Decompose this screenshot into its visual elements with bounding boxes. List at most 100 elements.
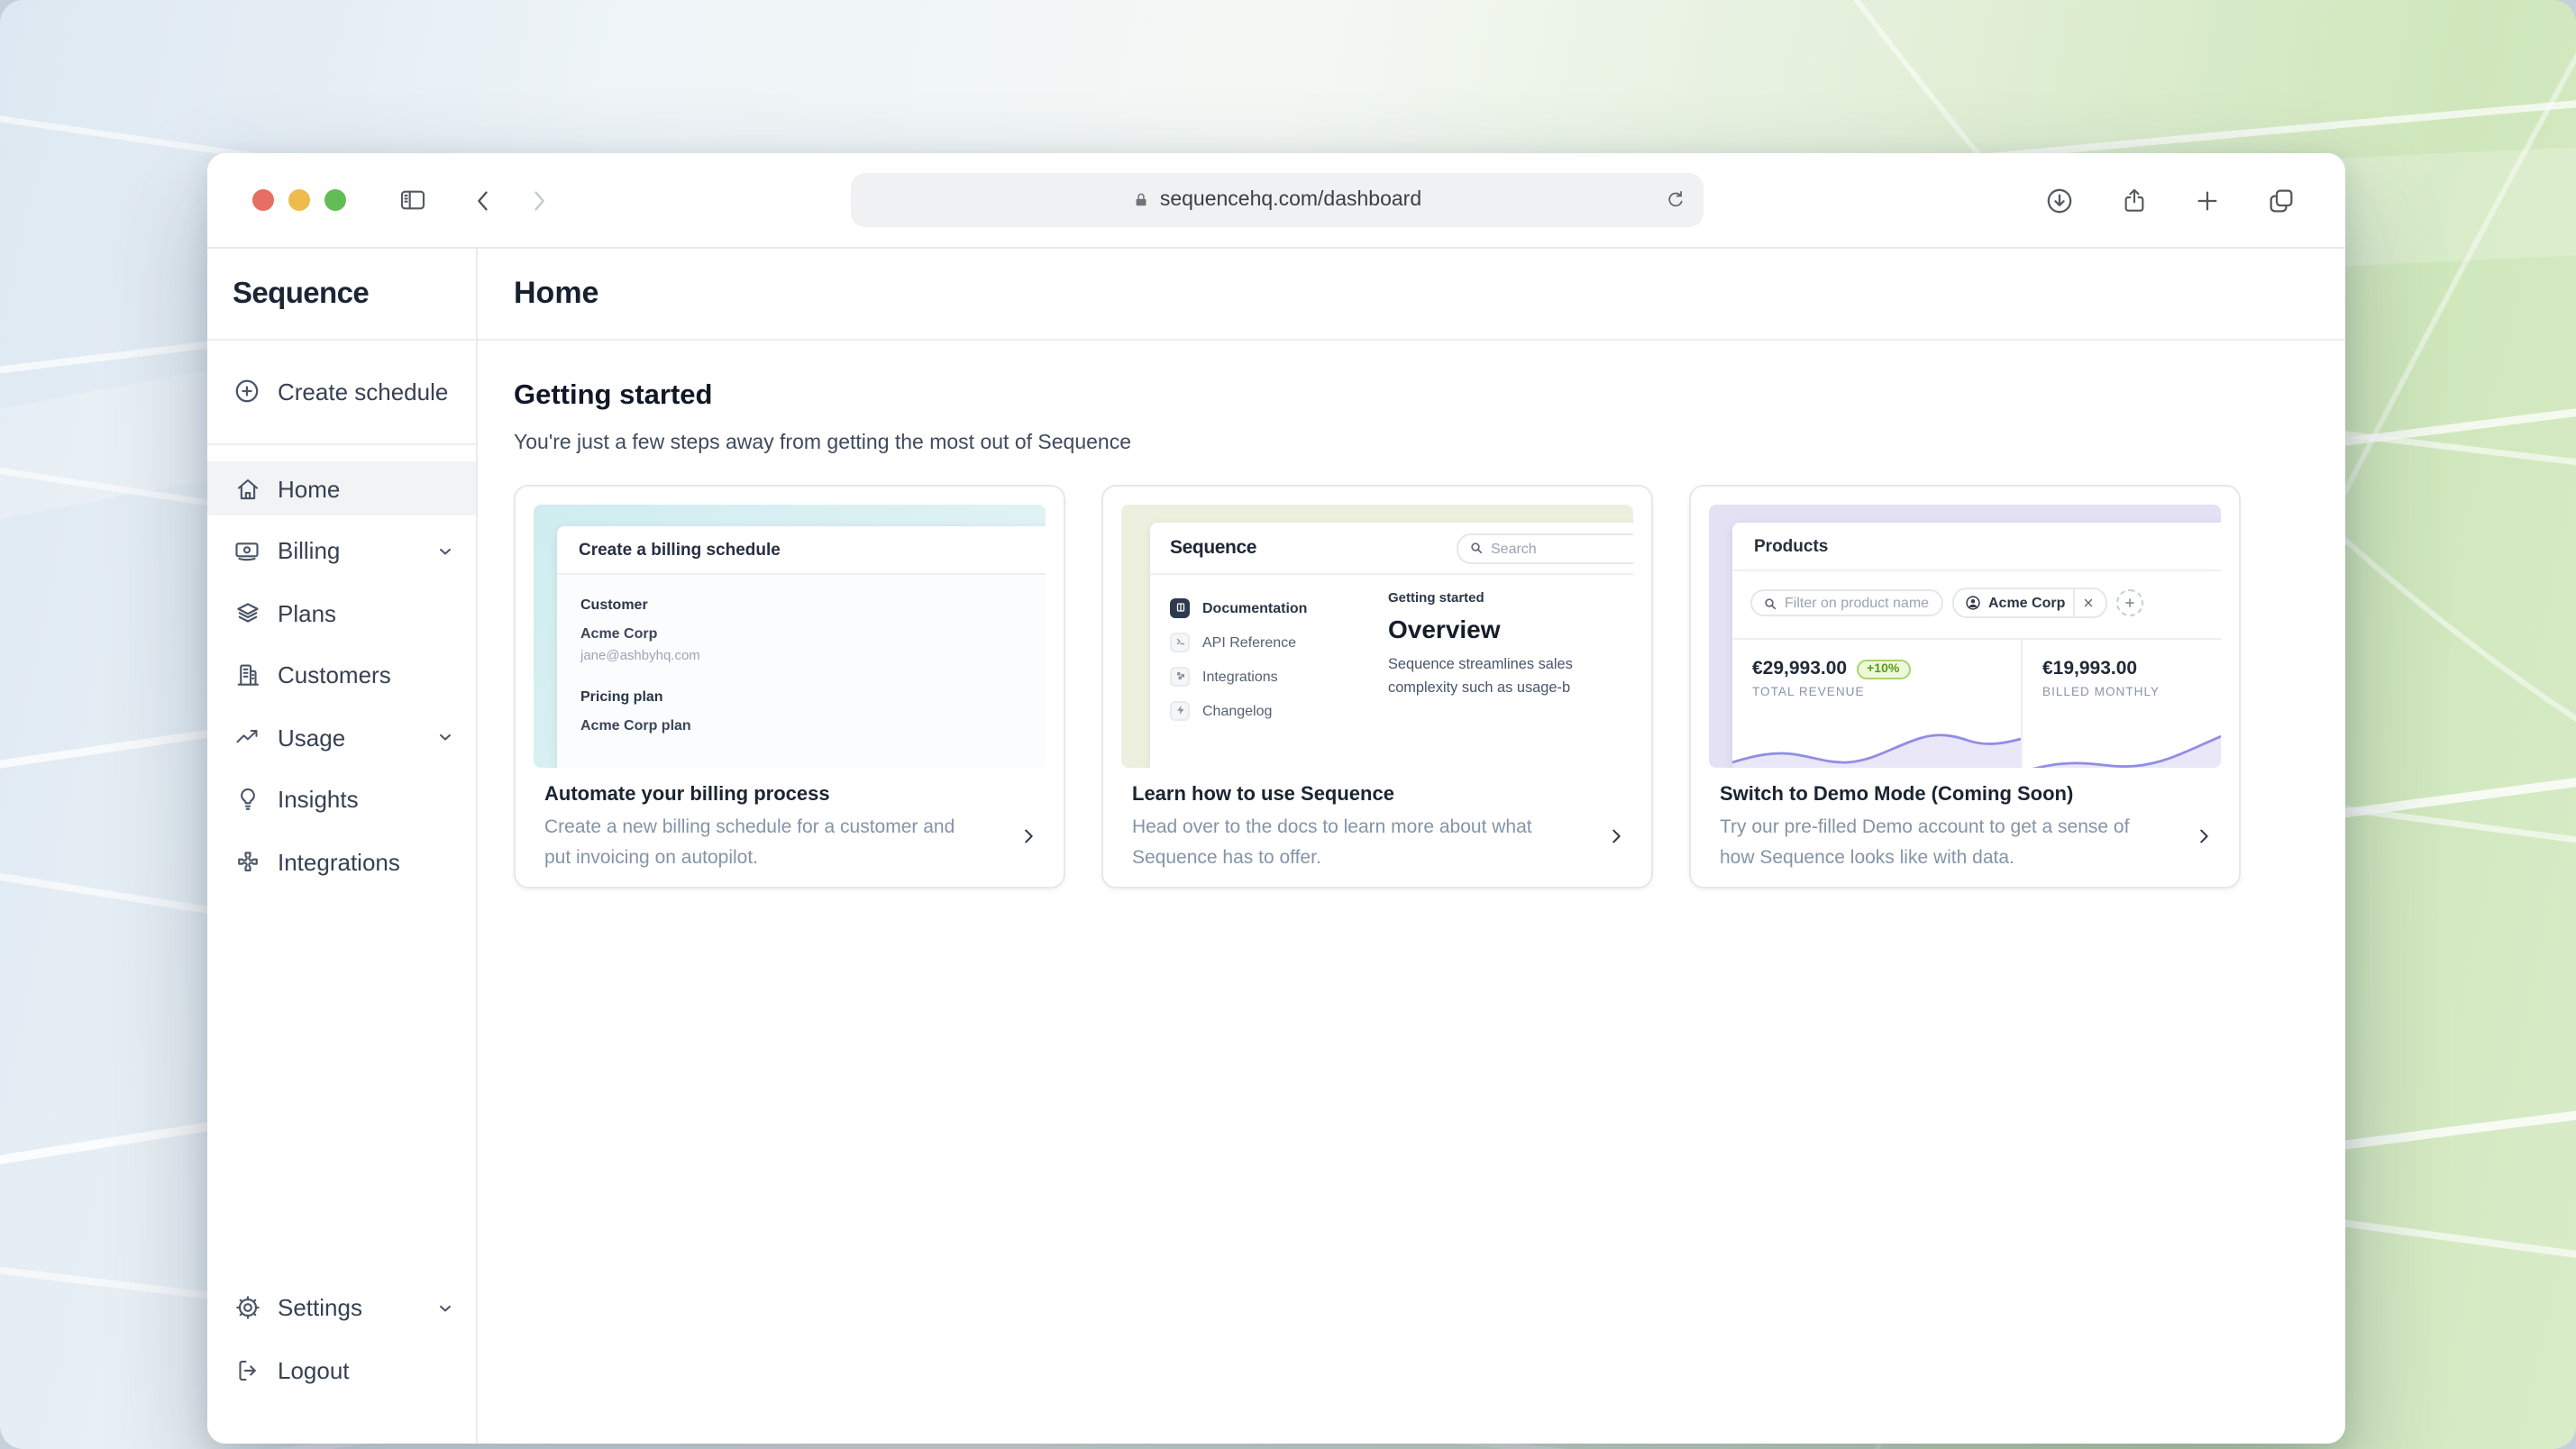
billing-schedule-preview: Create a billing schedule Customer Acme …: [534, 505, 1046, 768]
address-bar[interactable]: sequencehq.com/dashboard: [851, 173, 1704, 227]
sidebar-item-usage[interactable]: Usage: [207, 710, 476, 764]
chevron-down-icon: [436, 542, 454, 560]
sidebar-bottom-nav: Settings Logout: [207, 1280, 476, 1444]
getting-started-cards: Create a billing schedule Customer Acme …: [514, 485, 2313, 889]
sidebar-item-logout[interactable]: Logout: [207, 1343, 476, 1397]
product-filter-placeholder: Filter on product name: [1785, 595, 1930, 611]
sidebar-item-label: Settings: [278, 1294, 362, 1321]
chevron-right-icon: [2194, 824, 2214, 856]
sidebar-item-insights[interactable]: Insights: [207, 772, 476, 826]
plans-icon: [233, 599, 261, 626]
chevron-down-icon: [436, 728, 454, 746]
share-icon[interactable]: [2120, 185, 2149, 215]
blocks-icon: [1170, 666, 1190, 686]
search-icon: [1471, 542, 1483, 554]
stat-label: BILLED MONTHLY: [2042, 687, 2160, 699]
card-description: Try our pre-filled Demo account to get a…: [1720, 816, 2130, 869]
browser-window: sequencehq.com/dashboard: [207, 153, 2345, 1444]
docs-body-text: Sequence streamlines sales complexity su…: [1388, 656, 1573, 696]
product-filter-input: Filter on product name: [1750, 589, 1943, 616]
settings-icon: [233, 1294, 261, 1321]
forward-icon[interactable]: [526, 187, 552, 214]
minimize-window-button[interactable]: [288, 189, 310, 211]
sidebar-item-label: Home: [278, 475, 341, 502]
app-logo-row: Sequence: [207, 249, 476, 341]
browser-toolbar: sequencehq.com/dashboard: [207, 153, 2345, 249]
pricing-plan-label: Pricing plan: [580, 688, 663, 705]
plus-circle-icon: [233, 377, 261, 406]
app-sidebar: Sequence Create schedule: [207, 249, 478, 1444]
integrations-icon: [233, 848, 261, 875]
revenue-area-chart: [1732, 734, 2021, 768]
toolbar-right-actions: [2044, 153, 2297, 247]
billed-area-chart: [2032, 734, 2221, 768]
stat-label: TOTAL REVENUE: [1752, 687, 1865, 699]
pricing-plan-name: Acme Corp plan: [580, 717, 691, 734]
sidebar-item-label: Usage: [278, 724, 346, 751]
card-automate-billing[interactable]: Create a billing schedule Customer Acme …: [514, 485, 1065, 889]
docs-nav-changelog: Changelog: [1170, 696, 1307, 724]
card-description: Head over to the docs to learn more abou…: [1132, 816, 1532, 869]
close-window-button[interactable]: [252, 189, 274, 211]
zoom-window-button[interactable]: [324, 189, 346, 211]
terminal-icon: [1170, 632, 1190, 652]
chevron-right-icon: [1606, 824, 1626, 856]
docs-logo: Sequence: [1170, 537, 1257, 559]
docs-preview: Sequence Search: [1121, 505, 1633, 768]
chevron-right-icon: [1019, 824, 1038, 856]
app-logo: Sequence: [233, 277, 370, 309]
insights-icon: [233, 786, 261, 813]
refresh-icon[interactable]: [1664, 187, 1687, 213]
downloads-icon[interactable]: [2044, 185, 2075, 215]
tab-overview-icon[interactable]: [2266, 185, 2297, 215]
customer-label: Customer: [580, 597, 648, 613]
usage-icon: [233, 724, 261, 750]
lock-icon: [1137, 193, 1147, 206]
card-demo-mode[interactable]: Products Filter on product name: [1689, 485, 2241, 889]
url-text: sequencehq.com/dashboard: [1159, 189, 1422, 211]
sidebar-item-label: Logout: [278, 1356, 350, 1383]
sidebar-item-billing[interactable]: Billing: [207, 524, 476, 578]
chip-divider: [2072, 589, 2075, 616]
customer-filter-chip: Acme Corp: [1952, 588, 2107, 618]
sidebar-nav: Home Billing: [207, 445, 476, 889]
sidebar-item-integrations[interactable]: Integrations: [207, 834, 476, 889]
add-filter-button: [2115, 589, 2143, 616]
main-content: Home Getting started You're just a few s…: [478, 249, 2345, 1444]
docs-search-input: Search: [1457, 533, 1633, 563]
docs-search-placeholder: Search: [1491, 540, 1537, 556]
traffic-lights: [252, 189, 346, 211]
home-icon: [233, 475, 261, 502]
preview-panel-title: Products: [1732, 523, 2221, 571]
card-learn-sequence[interactable]: Sequence Search: [1101, 485, 1653, 889]
sidebar-item-label: Plans: [278, 599, 337, 626]
lightning-icon: [1170, 700, 1190, 720]
stat-total-revenue: €29,993.00 +10% TOTAL REVENUE: [1732, 640, 2021, 768]
sidebar-item-settings[interactable]: Settings: [207, 1280, 476, 1335]
search-icon: [1765, 597, 1777, 609]
customers-icon: [233, 661, 261, 688]
back-icon[interactable]: [470, 187, 496, 214]
section-title: Getting started: [514, 380, 713, 411]
chevron-down-icon: [436, 1299, 454, 1317]
page-title: Home: [478, 249, 2345, 341]
docs-nav-documentation: Documentation: [1170, 593, 1307, 622]
customer-name: Acme Corp: [580, 625, 658, 642]
card-title: Automate your billing process: [544, 784, 830, 806]
browser-sidebar-toggle-icon[interactable]: [397, 186, 429, 214]
create-schedule-button[interactable]: Create schedule: [207, 364, 476, 418]
sidebar-item-home[interactable]: Home: [207, 461, 476, 515]
create-schedule-label: Create schedule: [278, 378, 449, 405]
docs-eyebrow: Getting started: [1388, 589, 1484, 606]
logout-icon: [233, 1356, 261, 1383]
card-description: Create a new billing schedule for a cust…: [544, 816, 955, 869]
sidebar-item-customers[interactable]: Customers: [207, 648, 476, 702]
sidebar-item-plans[interactable]: Plans: [207, 586, 476, 640]
products-preview: Products Filter on product name: [1709, 505, 2221, 768]
growth-badge: +10%: [1856, 659, 1911, 679]
new-tab-icon[interactable]: [2194, 187, 2221, 214]
sidebar-item-label: Customers: [278, 661, 391, 688]
docs-heading: Overview: [1388, 615, 1501, 643]
